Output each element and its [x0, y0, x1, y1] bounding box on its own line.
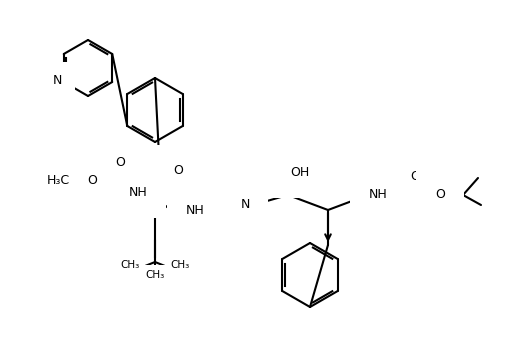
Text: OH: OH — [290, 166, 310, 180]
Text: NH: NH — [368, 189, 387, 201]
Text: NH: NH — [186, 203, 204, 216]
Text: CH₃: CH₃ — [170, 260, 190, 270]
Text: N: N — [240, 197, 250, 210]
Text: CH₃: CH₃ — [145, 270, 164, 280]
Text: O: O — [87, 174, 97, 187]
Text: CH₃: CH₃ — [120, 260, 140, 270]
Text: NH: NH — [129, 187, 148, 200]
Text: N: N — [53, 75, 62, 88]
Text: O: O — [115, 156, 125, 169]
Text: H₃C: H₃C — [46, 174, 70, 187]
Text: O: O — [173, 163, 183, 176]
Text: O: O — [410, 170, 420, 183]
Text: O: O — [435, 189, 445, 201]
